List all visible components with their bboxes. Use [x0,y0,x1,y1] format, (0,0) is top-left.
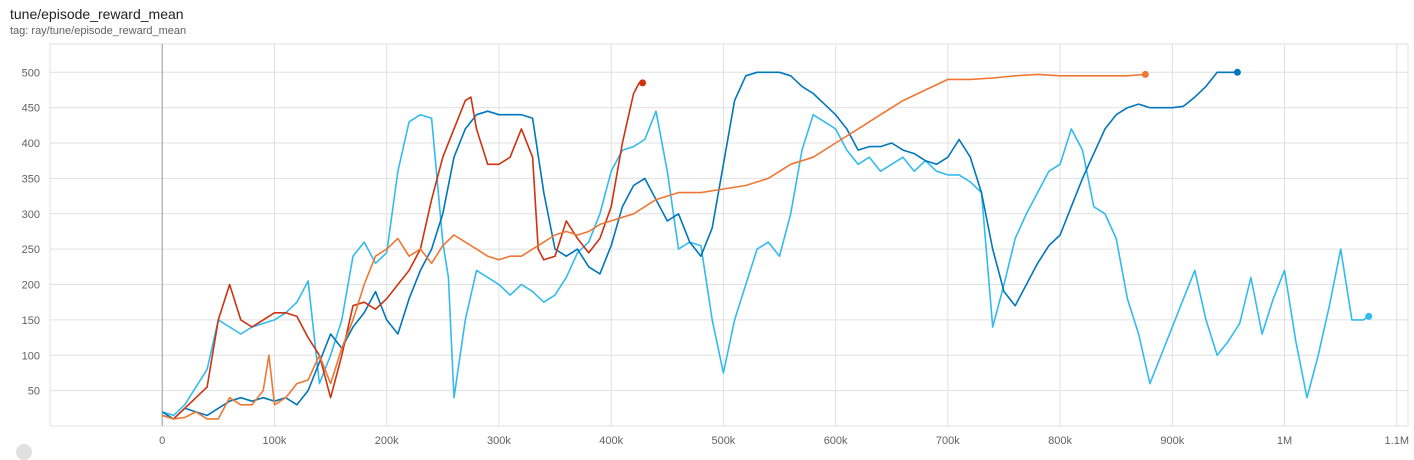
x-tick-label: 300k [487,435,511,447]
y-tick-label: 450 [22,103,40,115]
x-tick-label: 1M [1277,435,1292,447]
x-tick-label: 400k [599,435,623,447]
series-end-point-4 [1141,70,1149,78]
x-tick-label: 100k [263,435,287,447]
y-tick-label: 500 [22,67,40,79]
series-end-point-2 [1233,68,1241,76]
chart-tag: tag: ray/tune/episode_reward_mean [10,25,187,37]
series-line-3 [161,82,643,420]
plot-frame [49,43,1409,427]
y-tick-label: 350 [22,173,40,185]
y-tick-label: 400 [22,138,40,150]
y-tick-label: 50 [28,386,40,398]
y-tick-label: 150 [22,315,40,327]
series-end-point-3 [639,79,647,87]
series-line-1 [161,110,1370,417]
x-tick-label: 800k [1048,435,1072,447]
x-tick-label: 500k [711,435,735,447]
y-tick-label: 200 [22,280,40,292]
x-tick-label: 1.1M [1385,435,1409,447]
expand-button[interactable] [16,444,32,460]
y-tick-label: 100 [22,350,40,362]
y-tick-label: 250 [22,244,40,256]
y-tick-label: 300 [22,209,40,221]
x-tick-label: 900k [1160,435,1184,447]
x-tick-label: 0 [159,435,165,447]
series-end-point-1 [1365,312,1373,320]
series-line-4 [161,73,1146,420]
x-tick-label: 700k [936,435,960,447]
x-tick-label: 200k [375,435,399,447]
chart-title: tune/episode_reward_mean [10,6,184,22]
x-tick-label: 600k [824,435,848,447]
